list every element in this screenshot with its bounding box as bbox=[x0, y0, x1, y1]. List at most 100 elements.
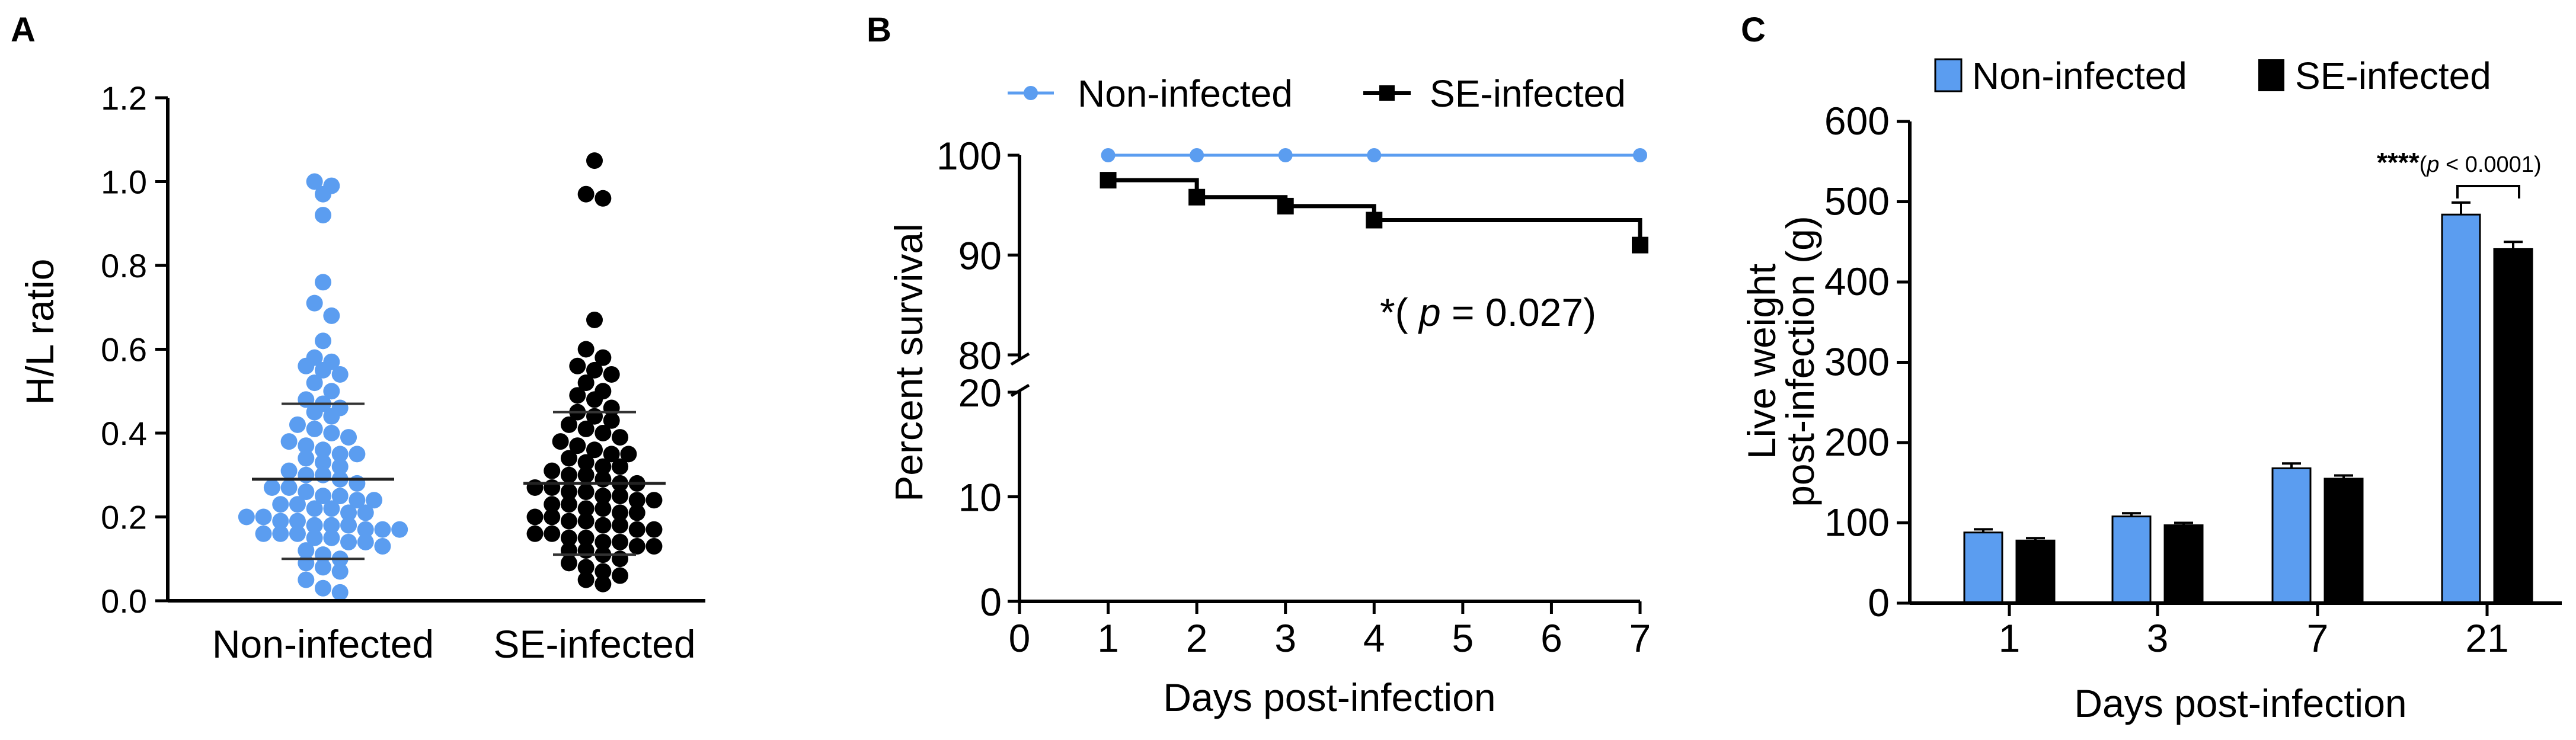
panel-a-point bbox=[612, 567, 629, 584]
panel-a-point bbox=[272, 525, 289, 542]
panel-a-point bbox=[331, 458, 349, 475]
panel-c-bar-non-infected bbox=[2441, 213, 2481, 604]
panel-a-point bbox=[306, 517, 323, 534]
panel-a-point bbox=[552, 433, 569, 450]
panel-a-point bbox=[612, 429, 629, 446]
panel-b-ytick-label: 20 bbox=[958, 371, 1002, 415]
panel-a-point bbox=[577, 185, 595, 203]
panel-a-point bbox=[280, 433, 298, 450]
panel-c-bar-se-infected bbox=[2163, 524, 2204, 604]
panel-b-ytick-label: 80 bbox=[958, 334, 1002, 377]
panel-a-ytick-label: 1.2 bbox=[101, 79, 147, 117]
panel-a-point bbox=[357, 504, 374, 521]
panel-a-point bbox=[595, 458, 612, 475]
panel-b-legend: Non-infected SE-infected bbox=[1008, 72, 1626, 115]
panel-a-point bbox=[280, 479, 298, 496]
panel-c-bar-non-infected bbox=[2111, 515, 2152, 604]
panel-a-point bbox=[289, 496, 306, 513]
panel-b-legend-se-infected: SE-infected bbox=[1430, 72, 1626, 115]
panel-a-point bbox=[612, 488, 629, 505]
panel-b-ylabel: Percent survival bbox=[887, 223, 931, 502]
panel-a-point bbox=[560, 496, 577, 513]
panel-a-point bbox=[349, 475, 366, 492]
panel-a-point bbox=[526, 479, 544, 496]
panel-a-point bbox=[340, 533, 357, 550]
panel-a-point bbox=[544, 496, 561, 513]
panel-a-point bbox=[315, 332, 331, 350]
panel-a-point bbox=[272, 496, 289, 513]
panel-a-point bbox=[306, 420, 323, 437]
panel-a-point bbox=[526, 525, 544, 542]
panel-b-annotation: *( p = 0.027) bbox=[1380, 290, 1596, 334]
panel-c-bar-se-infected bbox=[2015, 539, 2056, 604]
panel-a-point bbox=[577, 454, 595, 471]
panel-a-ylabel: H/L ratio bbox=[18, 259, 62, 405]
panel-a-point bbox=[272, 512, 289, 530]
panel-a-point bbox=[560, 466, 577, 483]
panel-a-point bbox=[544, 462, 561, 479]
panel-b-point-se-infected bbox=[1366, 212, 1383, 229]
panel-c-ytick-label: 500 bbox=[1824, 180, 1890, 223]
panel-a-point bbox=[577, 420, 595, 437]
panel-a-point bbox=[645, 521, 663, 538]
panel-a-point bbox=[280, 462, 298, 479]
panel-a-point bbox=[357, 521, 374, 538]
panel-a-point bbox=[595, 190, 612, 207]
panel-a-point bbox=[544, 479, 561, 496]
panel-a-point bbox=[595, 533, 612, 550]
panel-a-xtick-non-infected: Non-infected bbox=[212, 622, 434, 666]
panel-c-annotation: ****(p < 0.0001) bbox=[2377, 147, 2542, 178]
panel-a-point bbox=[612, 504, 629, 521]
panel-a-point bbox=[544, 525, 561, 542]
panel-a-ytick-label: 1.0 bbox=[101, 164, 147, 201]
panel-a-point bbox=[331, 584, 349, 601]
panel-a-point bbox=[595, 425, 612, 441]
panel-a-point bbox=[560, 450, 577, 467]
panel-a-ytick-label: 0.0 bbox=[101, 582, 147, 620]
panel-a-point bbox=[586, 361, 603, 379]
panel-a-point bbox=[255, 508, 272, 526]
panel-a-point bbox=[298, 437, 315, 454]
panel-a-point bbox=[331, 563, 349, 580]
panel-b-xlabel: Days post-infection bbox=[1163, 675, 1495, 719]
panel-c-xlabel: Days post-infection bbox=[2074, 681, 2406, 725]
panel-a-point bbox=[298, 542, 315, 559]
panel-a-point bbox=[323, 425, 340, 441]
panel-a-point bbox=[577, 559, 595, 576]
panel-a-point bbox=[323, 517, 340, 534]
panel-a-point bbox=[560, 529, 577, 546]
panel-a-point bbox=[586, 152, 603, 169]
panel-a-point bbox=[526, 508, 544, 526]
panel-c-legend: Non-infected SE-infected bbox=[1934, 55, 2491, 97]
panel-a-point bbox=[366, 492, 383, 509]
panel-c-annotation-open: ( bbox=[2420, 152, 2427, 177]
panel-a-ytick-label: 0.8 bbox=[101, 247, 147, 284]
panel-b-xtick-label: 2 bbox=[1186, 616, 1208, 660]
panel-b-point-non-infected bbox=[1101, 148, 1116, 162]
panel-a-point bbox=[612, 533, 629, 550]
panel-a-point bbox=[340, 517, 357, 534]
panel-b-point-non-infected bbox=[1633, 148, 1647, 162]
panel-c-xtick-label: 3 bbox=[2147, 616, 2169, 660]
panel-a-point bbox=[289, 512, 306, 530]
panel-b-survival: Non-infected SE-infected Percent surviva… bbox=[887, 72, 1651, 719]
panel-c-annotation-p: p bbox=[2426, 152, 2439, 177]
panel-c-bar-se-infected bbox=[2493, 248, 2533, 604]
panel-a-point bbox=[323, 383, 340, 400]
panel-a-point bbox=[340, 504, 357, 521]
panel-a-point bbox=[612, 458, 629, 475]
panel-c-xtick-label: 1 bbox=[1999, 616, 2021, 660]
panel-a-point bbox=[374, 521, 391, 538]
panel-a-point bbox=[298, 450, 315, 467]
panel-b-ytick-label: 100 bbox=[937, 134, 1002, 178]
panel-a-point bbox=[238, 508, 255, 526]
panel-a-point bbox=[560, 555, 577, 572]
panel-a-point bbox=[374, 538, 391, 555]
panel-a-point bbox=[628, 504, 645, 521]
panel-a-point bbox=[569, 357, 586, 374]
panel-a-point bbox=[306, 500, 323, 517]
panel-a-point bbox=[645, 538, 663, 555]
panel-a-point bbox=[331, 446, 349, 463]
panel-a-point bbox=[315, 466, 331, 483]
